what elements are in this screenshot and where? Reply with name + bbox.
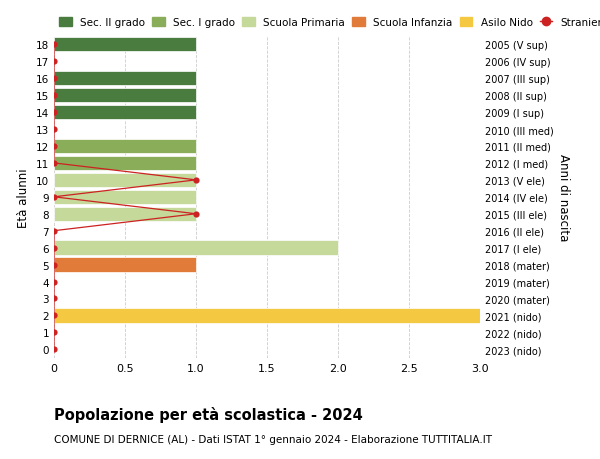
- Bar: [54, 308, 480, 323]
- Bar: [54, 140, 196, 154]
- Bar: [54, 241, 338, 255]
- Bar: [54, 207, 196, 222]
- Bar: [54, 89, 196, 103]
- Bar: [54, 157, 196, 171]
- Bar: [54, 173, 196, 188]
- Y-axis label: Anni di nascita: Anni di nascita: [557, 154, 570, 241]
- Bar: [54, 258, 196, 272]
- Text: Popolazione per età scolastica - 2024: Popolazione per età scolastica - 2024: [54, 406, 363, 422]
- Text: COMUNE DI DERNICE (AL) - Dati ISTAT 1° gennaio 2024 - Elaborazione TUTTITALIA.IT: COMUNE DI DERNICE (AL) - Dati ISTAT 1° g…: [54, 434, 492, 444]
- Legend: Sec. II grado, Sec. I grado, Scuola Primaria, Scuola Infanzia, Asilo Nido, Stran: Sec. II grado, Sec. I grado, Scuola Prim…: [59, 18, 600, 28]
- Y-axis label: Età alunni: Età alunni: [17, 168, 31, 227]
- Bar: [54, 38, 196, 52]
- Bar: [54, 106, 196, 120]
- Bar: [54, 72, 196, 86]
- Bar: [54, 190, 196, 205]
